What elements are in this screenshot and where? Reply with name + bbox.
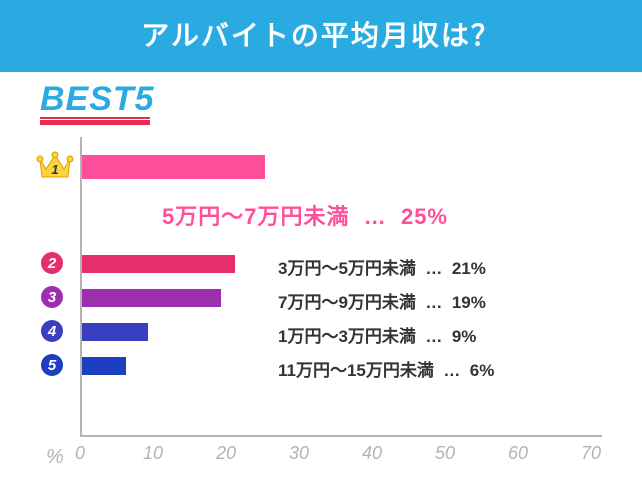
rank-label-3: 7万円～9万円未満 … 19%	[278, 288, 486, 313]
rank-dots: …	[443, 361, 460, 380]
chart-container: BEST5 % 1 5万円～7万円未満 … 25% 2 3万円～5万円未満 … …	[0, 72, 642, 467]
rank-pct: 19%	[452, 293, 486, 312]
rank-dots: …	[425, 327, 442, 346]
x-tick: 50	[435, 443, 455, 464]
rank-range: 1万円～3万円未満	[278, 327, 416, 346]
bar-row-3	[82, 289, 221, 307]
rank-range: 3万円～5万円未満	[278, 259, 416, 278]
bar-2	[82, 255, 235, 273]
rank1-label: 5万円～7万円未満 … 25%	[162, 199, 448, 231]
rank-label-2: 3万円～5万円未満 … 21%	[278, 254, 486, 279]
svg-text:1: 1	[51, 162, 58, 177]
svg-text:5: 5	[48, 357, 57, 374]
rank-pct: 9%	[452, 327, 477, 346]
x-axis-unit: %	[46, 446, 64, 469]
rank-pct: 21%	[452, 259, 486, 278]
rank-label-4: 1万円～3万円未満 … 9%	[278, 322, 476, 347]
x-tick: 60	[508, 443, 528, 464]
rank-badge-3: 3	[40, 285, 76, 309]
rank-badge-5: 5	[40, 353, 76, 377]
bar-chart: 1 5万円～7万円未満 … 25% 2 3万円～5万円未満 … 21% 3 7万…	[80, 137, 602, 437]
bar-1	[82, 155, 265, 179]
rank-label-5: 11万円～15万円未満 … 6%	[278, 356, 494, 381]
x-tick: 10	[143, 443, 163, 464]
rank-pct: 6%	[470, 361, 495, 380]
rank-range: 11万円～15万円未満	[278, 361, 434, 380]
x-tick: 20	[216, 443, 236, 464]
bar-row-5	[82, 357, 126, 375]
rank-badge-2: 2	[40, 251, 76, 275]
svg-text:4: 4	[47, 323, 57, 340]
bar-3	[82, 289, 221, 307]
rank-dots: …	[425, 259, 442, 278]
x-tick: 30	[289, 443, 309, 464]
header-title: アルバイトの平均月収は？	[0, 0, 642, 72]
x-tick: 0	[75, 443, 85, 464]
best5-underline	[40, 120, 150, 123]
best5-badge: BEST5	[40, 82, 155, 123]
x-tick: 40	[362, 443, 382, 464]
rank-crown-icon: 1	[36, 149, 74, 188]
x-tick: 70	[581, 443, 601, 464]
rank-range: 7万円～9万円未満	[278, 293, 416, 312]
rank1-range: 5万円～7万円未満	[162, 204, 349, 229]
bar-4	[82, 323, 148, 341]
rank-badge-4: 4	[40, 319, 76, 343]
rank1-pct: 25%	[401, 204, 448, 229]
rank1-dots: …	[364, 204, 387, 229]
x-axis-ticks: 010203040506070	[80, 437, 602, 467]
svg-text:3: 3	[48, 289, 57, 306]
svg-text:2: 2	[47, 255, 57, 272]
bar-row-1	[82, 155, 265, 179]
best5-text: BEST5	[40, 82, 155, 116]
bar-row-2	[82, 255, 235, 273]
bar-5	[82, 357, 126, 375]
rank-dots: …	[425, 293, 442, 312]
bar-row-4	[82, 323, 148, 341]
